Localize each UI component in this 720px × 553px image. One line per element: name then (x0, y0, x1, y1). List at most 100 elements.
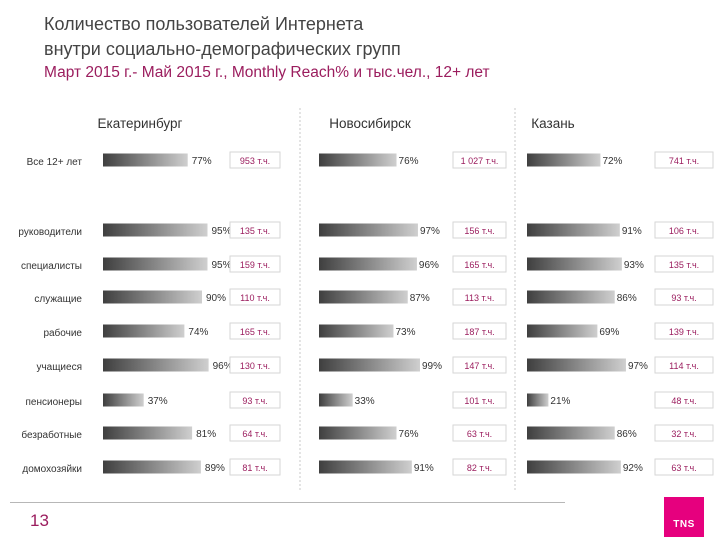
reach-label-2-4: 69% (599, 327, 619, 338)
users-label-1-7: 63 т.ч. (467, 429, 492, 439)
reach-label-1-2: 96% (419, 260, 439, 271)
bar-1-7 (319, 426, 397, 440)
reach-label-0-4: 74% (188, 327, 208, 338)
users-label-1-8: 82 т.ч. (467, 463, 492, 473)
reach-label-1-8: 91% (414, 463, 434, 474)
bar-0-0 (103, 153, 188, 167)
users-label-0-3: 110 т.ч. (240, 293, 270, 303)
users-box-2-4 (654, 322, 714, 340)
panel-title-2: Казань (531, 116, 574, 131)
reach-label-2-6: 21% (550, 396, 570, 407)
reach-label-2-1: 91% (622, 226, 642, 237)
bar-1-4 (319, 324, 394, 338)
reach-chart: Все 12+ лет руководители специалисты служащ… (18, 108, 714, 490)
bar-0-6 (103, 393, 144, 407)
users-box-1-0 (452, 151, 507, 169)
reach-label-0-8: 89% (205, 463, 225, 474)
bar-1-8 (319, 460, 412, 474)
tns-logo: TNS (664, 497, 704, 537)
users-label-2-0: 741 т.ч. (669, 156, 699, 166)
users-box-1-2 (452, 255, 507, 273)
users-label-1-2: 165 т.ч. (464, 260, 494, 270)
reach-label-1-5: 99% (422, 361, 442, 372)
bar-2-0 (527, 153, 601, 167)
reach-label-0-6: 37% (148, 396, 168, 407)
users-box-0-1 (229, 221, 281, 239)
reach-label-0-7: 81% (196, 429, 216, 440)
reach-label-0-2: 95% (212, 260, 232, 271)
category-label-6: пенсионеры (26, 397, 82, 408)
users-box-0-5 (229, 356, 281, 374)
bar-0-1 (103, 223, 208, 237)
bar-2-7 (527, 426, 615, 440)
users-box-2-8 (654, 458, 714, 476)
users-label-1-6: 101 т.ч. (464, 396, 494, 406)
bar-1-1 (319, 223, 418, 237)
bar-0-3 (103, 290, 202, 304)
bar-0-4 (103, 324, 185, 338)
bar-2-6 (527, 393, 549, 407)
reach-label-2-2: 93% (624, 260, 644, 271)
bar-2-4 (527, 324, 598, 338)
reach-label-1-4: 73% (395, 327, 415, 338)
reach-label-0-1: 95% (212, 226, 232, 237)
users-box-1-1 (452, 221, 507, 239)
users-box-2-3 (654, 288, 714, 306)
users-box-0-8 (229, 458, 281, 476)
users-box-1-6 (452, 391, 507, 409)
title-line-1: Количество пользователей Интернета (44, 14, 364, 34)
bottom-divider (10, 502, 565, 503)
category-label-8: домохозяйки (22, 464, 82, 475)
bar-2-3 (527, 290, 615, 304)
users-label-0-4: 165 т.ч. (240, 327, 270, 337)
panel-title-0: Екатеринбург (98, 116, 183, 131)
reach-label-1-3: 87% (410, 293, 430, 304)
title-line-2: внутри социально-демографических групп (44, 39, 401, 59)
users-label-0-5: 130 т.ч. (240, 361, 270, 371)
users-label-1-4: 187 т.ч. (464, 327, 494, 337)
reach-label-0-3: 90% (206, 293, 226, 304)
users-box-1-8 (452, 458, 507, 476)
users-box-1-4 (452, 322, 507, 340)
bar-0-8 (103, 460, 201, 474)
users-box-0-4 (229, 322, 281, 340)
users-label-2-5: 114 т.ч. (669, 361, 699, 371)
reach-label-0-5: 96% (213, 361, 233, 372)
users-label-1-3: 113 т.ч. (465, 293, 495, 303)
category-label-3: служащие (34, 294, 82, 305)
bar-0-2 (103, 257, 208, 271)
bar-0-7 (103, 426, 193, 440)
category-label-7: безработные (21, 429, 82, 441)
subtitle: Март 2015 г.- Май 2015 г., Monthly Reach… (44, 64, 490, 81)
bar-1-0 (319, 153, 397, 167)
reach-label-2-0: 72% (602, 156, 622, 167)
category-label-0: Все 12+ лет (27, 157, 83, 168)
users-label-2-7: 32 т.ч. (671, 429, 696, 439)
users-label-0-7: 64 т.ч. (242, 429, 267, 439)
users-box-2-1 (654, 221, 714, 239)
users-label-0-1: 135 т.ч. (240, 226, 270, 236)
users-box-0-2 (229, 255, 281, 273)
users-label-1-5: 147 т.ч. (464, 361, 494, 371)
users-label-1-0: 1 027 т.ч. (461, 156, 499, 166)
users-label-2-6: 48 т.ч. (671, 396, 696, 406)
reach-label-2-5: 97% (628, 361, 648, 372)
category-label-4: рабочие (43, 327, 82, 339)
users-label-0-0: 953 т.ч. (240, 156, 270, 166)
reach-label-1-6: 33% (355, 396, 375, 407)
reach-label-1-0: 76% (399, 156, 419, 167)
category-label-5: учащиеся (36, 362, 82, 373)
category-label-2: специалисты (21, 261, 82, 272)
users-label-2-1: 106 т.ч. (669, 226, 699, 236)
users-box-2-6 (654, 391, 714, 409)
users-label-0-6: 93 т.ч. (242, 396, 267, 406)
users-box-2-2 (654, 255, 714, 273)
bar-1-2 (319, 257, 417, 271)
users-box-1-3 (452, 288, 507, 306)
users-box-2-0 (654, 151, 714, 169)
users-label-1-1: 156 т.ч. (464, 226, 494, 236)
bar-2-2 (527, 257, 622, 271)
users-box-0-6 (229, 391, 281, 409)
users-label-2-3: 93 т.ч. (671, 293, 696, 303)
users-label-0-8: 81 т.ч. (242, 463, 267, 473)
